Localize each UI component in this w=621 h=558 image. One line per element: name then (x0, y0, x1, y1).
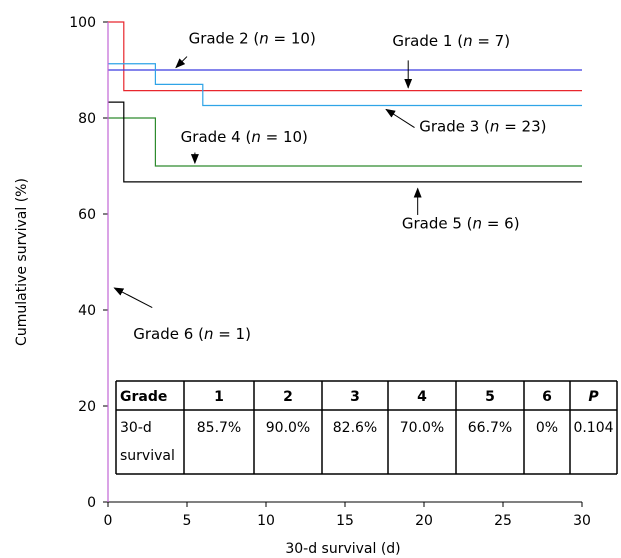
survival-table: Grade 1 2 3 4 5 6 P 30-d survival 85.7% 90.0% 82.6% 7… (115, 380, 618, 475)
table-header-cell: P (588, 389, 599, 405)
y-tick-label: 40 (78, 303, 96, 319)
table-value-cell: 66.7% (468, 420, 512, 436)
table-value-cell: 0% (536, 420, 558, 436)
table-header-cell: Grade (120, 389, 167, 405)
label-grade-3: Grade 3 (n = 23) (419, 117, 546, 135)
y-tick-label: 100 (69, 15, 96, 31)
label-grade-1: Grade 1 (n = 7) (392, 32, 510, 50)
table-header-cell: 5 (485, 389, 495, 405)
x-tick-label: 15 (336, 513, 354, 529)
table-value-cell: 70.0% (400, 420, 444, 436)
y-axis-title: Cumulative survival (%) (14, 178, 30, 346)
table-header-cell: 3 (350, 389, 360, 405)
survival-curves (107, 21, 582, 502)
table-row-label: survival (120, 448, 175, 464)
label-grade-5: Grade 5 (n = 6) (402, 214, 520, 232)
curve-grade-3 (108, 63, 582, 107)
label-grade-6: Grade 6 (n = 1) (133, 325, 251, 343)
x-tick-label: 0 (104, 513, 113, 529)
x-tick-label: 5 (183, 513, 192, 529)
x-tick-label: 10 (257, 513, 275, 529)
x-tick-label: 25 (494, 513, 512, 529)
y-tick-label: 60 (78, 207, 96, 223)
table-header-cell: 6 (542, 389, 552, 405)
x-axis-title: 30-d survival (d) (285, 541, 400, 557)
curve-grade-1 (108, 21, 582, 92)
curve-grade-5 (108, 101, 582, 183)
y-tick-label: 20 (78, 399, 96, 415)
arrow-grade-2 (175, 56, 188, 69)
label-grade-2: Grade 2 (n = 10) (189, 30, 316, 48)
label-grade-4: Grade 4 (n = 10) (181, 128, 308, 146)
table-background (116, 381, 617, 474)
table-header-cell: 1 (214, 389, 224, 405)
table-header-cell: 4 (417, 389, 427, 405)
table-header-cell: 2 (283, 389, 293, 405)
table-value-cell: 82.6% (333, 420, 377, 436)
curve-grade-4 (108, 117, 582, 167)
y-tick-label: 80 (78, 111, 96, 127)
arrow-grade-6 (113, 287, 153, 309)
x-tick-label: 30 (573, 513, 591, 529)
table-value-cell: 90.0% (266, 420, 310, 436)
table-value-cell: 85.7% (197, 420, 241, 436)
table-value-cell: 0.104 (573, 420, 613, 436)
curve-annotations: Grade 2 (n = 10) Grade 1 (n = 7) Grade 3 (… (113, 30, 546, 343)
table-row-label: 30-d (120, 420, 152, 436)
x-tick-label: 20 (415, 513, 433, 529)
y-tick-label: 0 (87, 495, 96, 511)
arrow-grade-3 (385, 108, 415, 129)
